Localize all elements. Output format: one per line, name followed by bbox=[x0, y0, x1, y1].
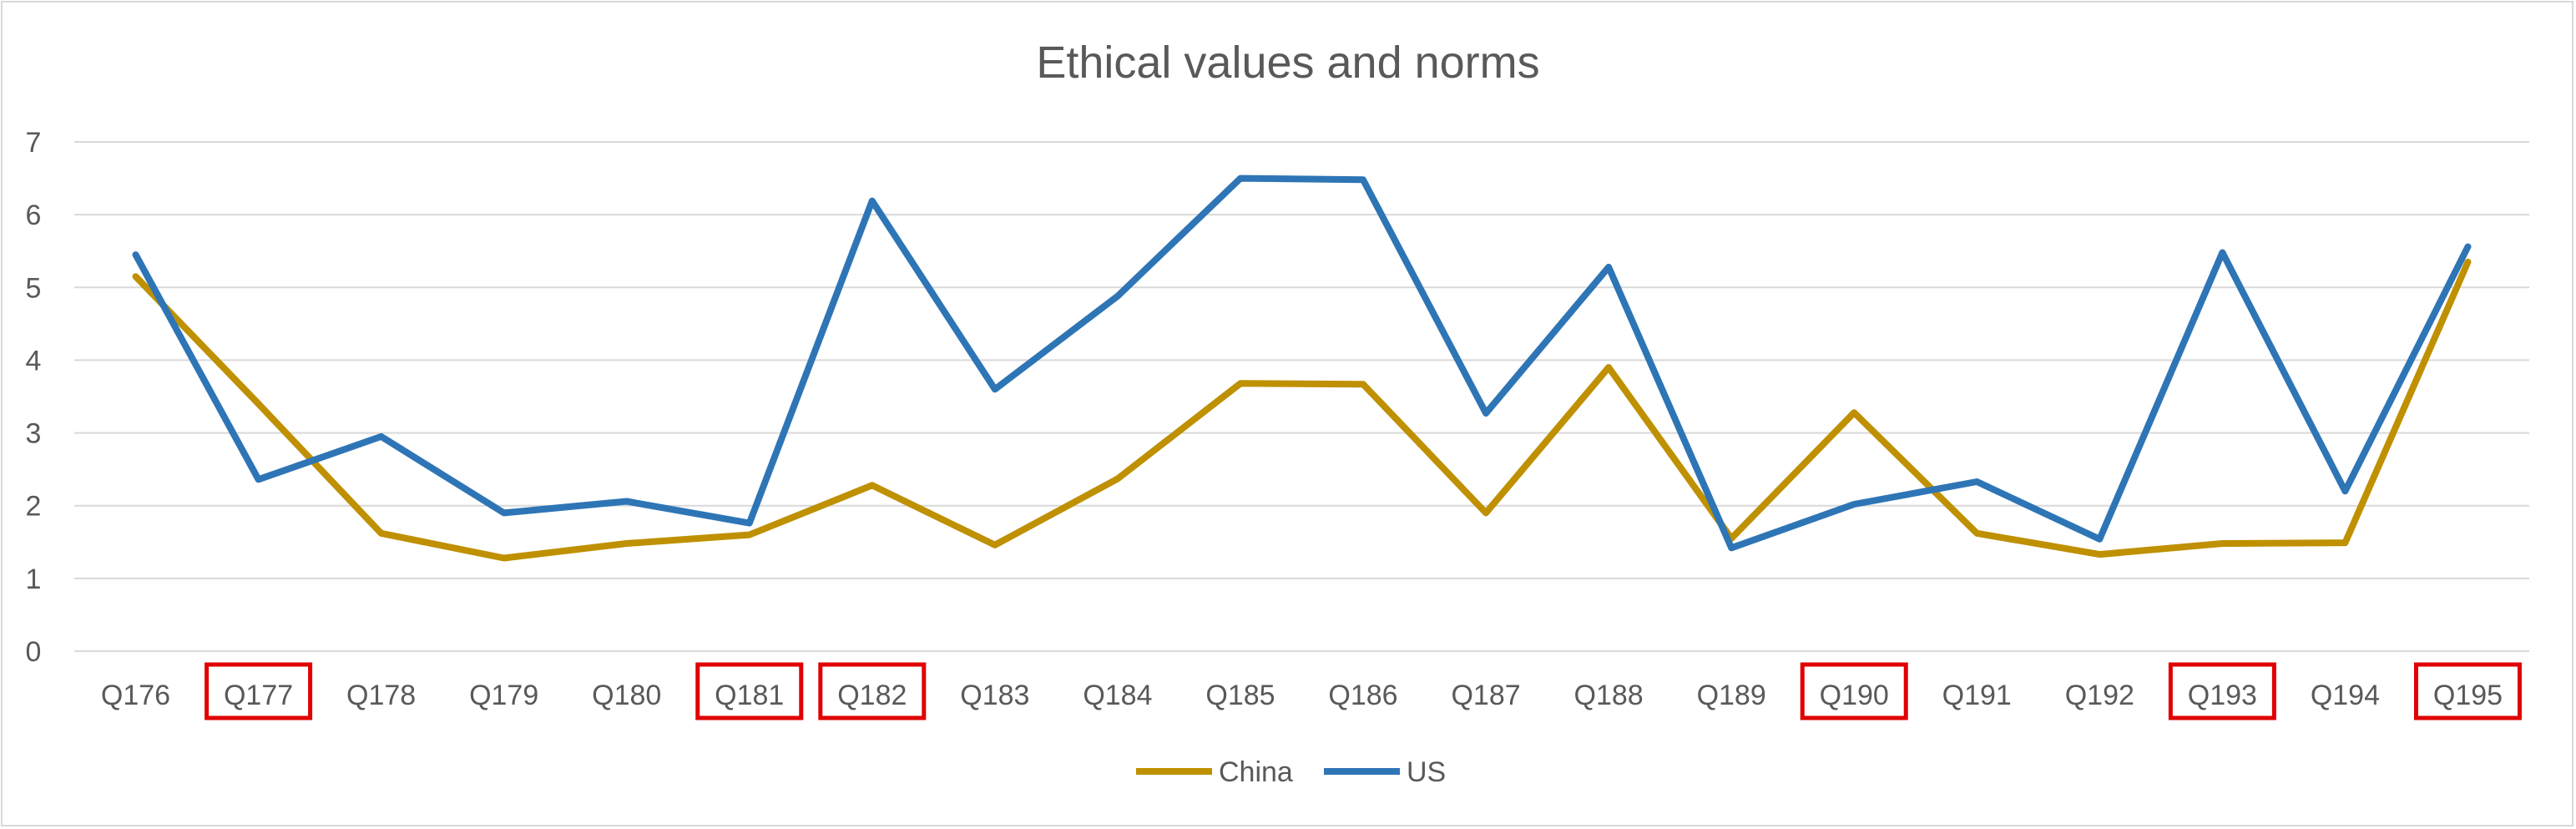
x-tick-label: Q191 bbox=[1942, 680, 2012, 711]
gridlines bbox=[74, 141, 2529, 652]
x-tick-label: Q176 bbox=[101, 680, 170, 711]
highlight-box-q181 bbox=[695, 662, 804, 720]
y-tick-label: 0 bbox=[26, 636, 42, 668]
highlight-box-q195 bbox=[2413, 662, 2522, 720]
series-line-china bbox=[132, 258, 2472, 562]
x-tick-label: Q194 bbox=[2311, 680, 2380, 711]
x-tick-label: Q184 bbox=[1083, 680, 1152, 711]
highlight-boxes bbox=[205, 662, 2522, 720]
x-tick-label: Q192 bbox=[2065, 680, 2134, 711]
x-tick-label: Q187 bbox=[1451, 680, 1520, 711]
series-line-us bbox=[132, 174, 2472, 552]
y-tick-label: 4 bbox=[26, 345, 42, 377]
y-tick-label: 1 bbox=[26, 564, 42, 595]
x-tick-label: Q183 bbox=[960, 680, 1029, 711]
legend: China US bbox=[1136, 756, 1446, 788]
x-tick-label: Q182 bbox=[837, 680, 907, 711]
x-tick-label: Q180 bbox=[592, 680, 661, 711]
x-axis-ticks: Q176 Q177 Q178 Q179 Q180 Q181 Q182 Q183 Q184 Q185… bbox=[101, 680, 2503, 711]
highlight-box-q177 bbox=[205, 662, 313, 720]
highlight-box-q182 bbox=[818, 662, 927, 720]
series-lines bbox=[132, 174, 2472, 562]
x-tick-label: Q193 bbox=[2188, 680, 2257, 711]
chart-title: Ethical values and norms bbox=[1036, 38, 1539, 88]
x-tick-label: Q181 bbox=[715, 680, 784, 711]
x-tick-label: Q186 bbox=[1328, 680, 1397, 711]
x-tick-label: Q195 bbox=[2433, 680, 2503, 711]
x-tick-label: Q179 bbox=[469, 680, 538, 711]
y-tick-label: 7 bbox=[26, 127, 42, 159]
x-tick-label: Q177 bbox=[224, 680, 293, 711]
x-tick-label: Q185 bbox=[1205, 680, 1275, 711]
x-tick-label: Q190 bbox=[1820, 680, 1889, 711]
highlight-box-q190 bbox=[1800, 662, 1908, 720]
highlight-box-q193 bbox=[2168, 662, 2276, 720]
y-axis-ticks: 0 1 2 3 4 5 6 7 bbox=[26, 127, 42, 668]
y-tick-label: 5 bbox=[26, 272, 42, 304]
x-tick-label: Q188 bbox=[1574, 680, 1644, 711]
y-tick-label: 6 bbox=[26, 200, 42, 231]
y-tick-label: 2 bbox=[26, 491, 42, 523]
legend-label-china: China bbox=[1219, 756, 1293, 788]
x-tick-label: Q189 bbox=[1697, 680, 1766, 711]
x-tick-label: Q178 bbox=[346, 680, 416, 711]
legend-label-us: US bbox=[1407, 756, 1446, 788]
y-tick-label: 3 bbox=[26, 418, 42, 450]
